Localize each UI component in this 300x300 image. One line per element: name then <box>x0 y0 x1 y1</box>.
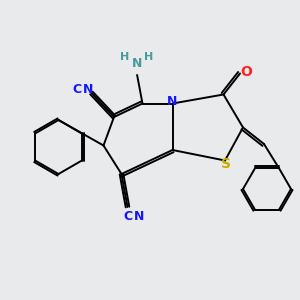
Text: N: N <box>83 83 94 96</box>
Text: N: N <box>167 94 178 108</box>
Text: C: C <box>123 209 132 223</box>
Text: H: H <box>121 52 130 62</box>
Text: H: H <box>145 52 154 62</box>
Text: S: S <box>221 157 232 170</box>
Text: N: N <box>132 57 142 70</box>
Text: N: N <box>134 209 144 223</box>
Text: C: C <box>73 83 82 96</box>
Text: O: O <box>240 65 252 79</box>
